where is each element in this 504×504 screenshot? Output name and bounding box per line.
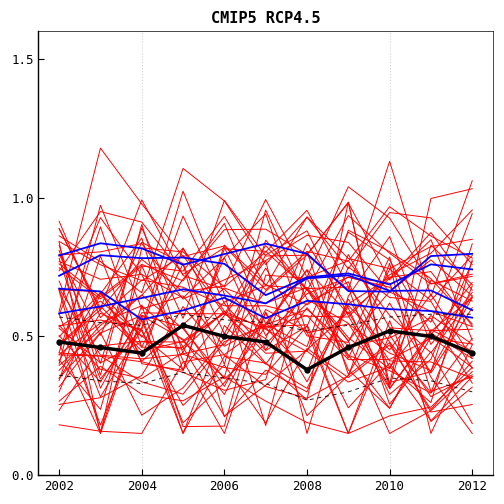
Title: CMIP5 RCP4.5: CMIP5 RCP4.5	[211, 11, 321, 26]
